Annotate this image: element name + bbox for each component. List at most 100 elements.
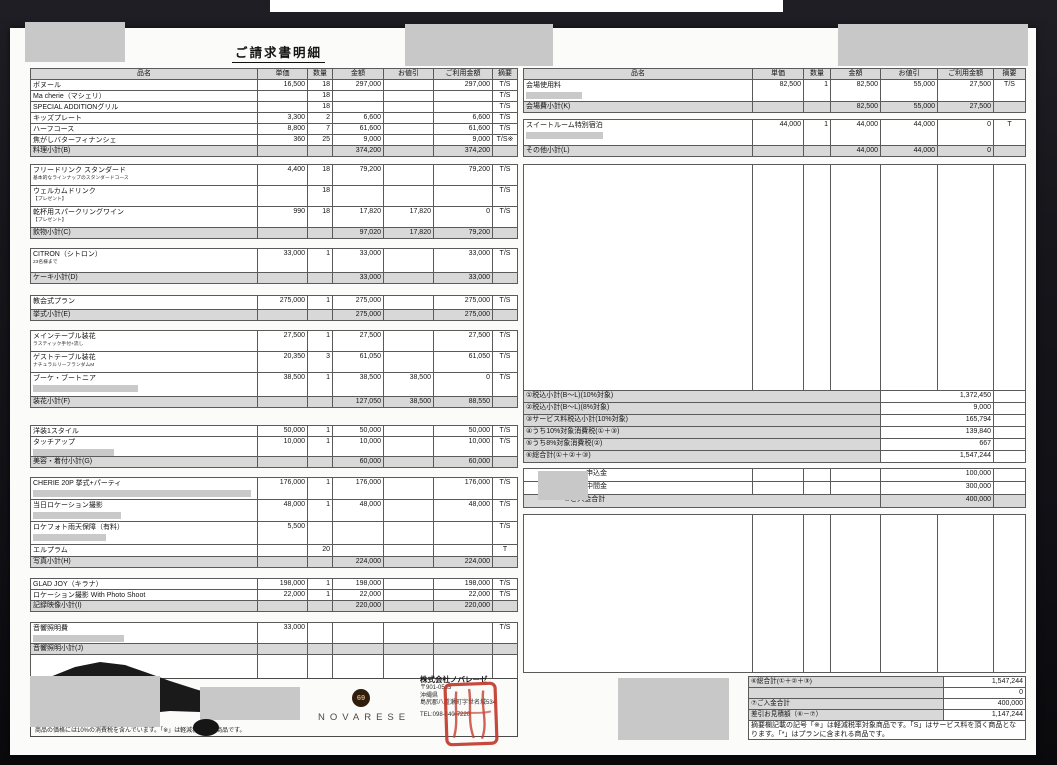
tax-summary-row: ④うち10%対象消費税(①＋③) 139,840 <box>523 426 1026 439</box>
subtotal-row: 写真小計(H) 224,000 224,000 <box>30 556 518 568</box>
redaction-bar <box>33 449 114 456</box>
tax-footnote-left: 商品の価格には10%の消費税を含んでいます。「※」は軽減税率対象商品です。 <box>35 728 246 734</box>
item-name: GLAD JOY（キラナ） <box>33 581 103 588</box>
item-name: Ma cherie（マシェリ） <box>33 93 106 100</box>
item-row: メインテーブル装花 ラスティック手付+流し 27,500 1 27,500 27,500 T… <box>30 330 518 352</box>
item-name: 洋装1スタイル <box>33 428 79 435</box>
right-empty-block-0 <box>523 164 1026 391</box>
item-row: SPECIAL ADDITIONグリル 18 T/S <box>30 101 518 113</box>
item-row: ゲストテーブル装花 ナチュラルリーフランダムM 20,350 3 61,050 61,05… <box>30 351 518 373</box>
item-name: エルプラム <box>33 547 68 554</box>
item-subtext: ナチュラルリーフランダムM <box>33 363 95 368</box>
item-name: ゲストテーブル装花 <box>33 354 96 361</box>
item-row: 教会式プラン 275,000 1 275,000 275,000 T/S <box>30 295 518 310</box>
item-row: ロケーション撮影 With Photo Shoot 22,000 1 22,000 22… <box>30 589 518 601</box>
bottom-summary-row: 0 <box>748 687 1026 699</box>
subtotal-row: 装花小計(F) 127,050 38,500 88,550 <box>30 396 518 408</box>
right-table-block-1: スイートルーム特別宿泊 44,000 1 44,000 44,000 0 T その他小計(L)… <box>523 119 1026 157</box>
item-subtext: 【プレゼント】 <box>33 218 67 223</box>
left-table-block-5: 洋装1スタイル 50,000 1 50,000 50,000 T/S タッチアップ 10,00… <box>30 425 518 468</box>
bottom-note-row: 摘要欄記載の記号「※」は軽減税率対象商品です。「S」はサービス料を頂く商品となり… <box>748 720 1026 740</box>
bottom-summary-row: 差引お見積額（⑥－⑦） 1,147,244 <box>748 709 1026 721</box>
left-table-block-3: 教会式プラン 275,000 1 275,000 275,000 T/S 挙式小計(E) 27… <box>30 295 518 321</box>
item-row: スイートルーム特別宿泊 44,000 1 44,000 44,000 0 T <box>523 119 1026 146</box>
item-name: 焦がしバターフィナンシェ <box>33 137 117 144</box>
tax-summary-row: ⑤うち8%対象消費税(②) 667 <box>523 438 1026 451</box>
company-seal-stamp <box>443 681 499 747</box>
tax-summary-row: ⑥総合計(①＋②＋③) 1,547,244 <box>523 450 1026 463</box>
item-name: タッチアップ <box>33 439 75 446</box>
redaction-bar <box>33 512 121 519</box>
item-name: フリードリンク スタンダード <box>33 167 126 174</box>
left-table-block-1: フリードリンク スタンダード 基本的なラインナップのスタンダードコース 4,400 1… <box>30 164 518 239</box>
tax-summary-table: ①税込小計(B～L)(10%対象) 1,372,450 ②税込小計(B～L)(8%対… <box>523 390 1026 463</box>
subtotal-row: 音響照明小計(J) <box>30 643 518 655</box>
redaction-box <box>405 24 553 66</box>
item-subtext: ラスティック手付+流し <box>33 342 84 347</box>
item-row: 焦がしバターフィナンシェ 360 25 9,000 9,000 T/S※ <box>30 134 518 146</box>
redaction-bar <box>33 635 124 642</box>
tax-summary-row: ①税込小計(B～L)(10%対象) 1,372,450 <box>523 390 1026 403</box>
subtotal-row: 美容・着付小計(G) 60,000 60,000 <box>30 456 518 468</box>
tax-summary-row: ②税込小計(B～L)(8%対象) 9,000 <box>523 402 1026 415</box>
subtotal-row: 飲物小計(C) 97,020 17,820 79,200 <box>30 227 518 239</box>
item-name: 乾杯用スパークリングワイン <box>33 209 124 216</box>
subtotal-row: ケーキ小計(D) 33,000 33,000 <box>30 272 518 284</box>
item-name: 当日ロケーション撮影 <box>33 502 103 509</box>
item-name: ボヌール <box>33 82 61 89</box>
novarese-brand-text: NOVARESE <box>318 712 411 723</box>
item-name: 会場使用料 <box>526 82 561 89</box>
top-white-strip <box>270 0 783 12</box>
company-line: 沖縄県 <box>420 692 439 699</box>
company-line: 株式会社ノバレーゼ <box>420 675 488 684</box>
small-black-redaction <box>193 719 219 736</box>
item-row: ウェルカムドリンク 【プレゼント】 18 T/S <box>30 185 518 207</box>
item-name: スイートルーム特別宿泊 <box>526 122 603 129</box>
item-name: ブーケ・ブートニア <box>33 375 96 382</box>
right-empty-block-1 <box>523 514 1026 673</box>
item-row: ハーフコース 8,800 7 61,600 61,600 T/S <box>30 123 518 135</box>
redaction-box <box>30 676 160 727</box>
item-row: ブーケ・ブートニア 38,500 1 38,500 38,500 0 T/S <box>30 372 518 397</box>
subtotal-row: 料理小計(B) 374,200 374,200 <box>30 145 518 157</box>
item-row: 会場使用料 82,500 1 82,500 55,000 27,500 T/S <box>523 79 1026 102</box>
bottom-summary-row: ⑥総合計(①＋②＋③) 1,547,244 <box>748 676 1026 688</box>
left-table-block-7: GLAD JOY（キラナ） 198,000 1 198,000 198,000 T/S ロケ… <box>30 578 518 612</box>
payment-row: 申込金 100,000 <box>523 468 1026 482</box>
redaction-box <box>200 687 300 720</box>
item-name: CHERIE 20P 挙式+パーティ <box>33 480 122 487</box>
left-table-block-8: 音響照明費 33,000 T/S 音響照明小計(J) <box>30 622 518 679</box>
empty-row <box>30 654 518 679</box>
item-name: 教会式プラン <box>33 298 75 305</box>
item-row: CITRON（シトロン） 23名様まで 33,000 1 33,000 33,000 T/S <box>30 248 518 273</box>
item-row: 当日ロケーション撮影 48,000 1 48,000 48,000 T/S <box>30 499 518 522</box>
empty-row <box>523 164 1026 391</box>
item-name: SPECIAL ADDITIONグリル <box>33 104 119 111</box>
bottom-summary-table: ⑥総合計(①＋②＋③) 1,547,244 0 ⑦ご入金合計 400,000 差引お見積額… <box>748 676 1026 740</box>
left-table-block-6: CHERIE 20P 挙式+パーティ 176,000 1 176,000 176,000… <box>30 477 518 568</box>
subtotal-row: 会場費小計(K) 82,500 55,000 27,500 <box>523 101 1026 113</box>
tax-summary-row: ③サービス料税込小計(10%対象) 165,794 <box>523 414 1026 427</box>
redaction-bar <box>526 92 582 99</box>
item-row: ロケフォト雨天保障（有料） 5,500 T/S <box>30 521 518 545</box>
item-name: ハーフコース <box>33 126 75 133</box>
company-line: 島尻郡八重瀬町字世名城534 <box>420 700 497 706</box>
subtotal-row: 挙式小計(E) 275,000 275,000 <box>30 309 518 321</box>
item-name: ウェルカムドリンク <box>33 188 96 195</box>
item-row: 洋装1スタイル 50,000 1 50,000 50,000 T/S <box>30 425 518 437</box>
left-table-block-0: 品名 単価 数量 金額 お値引 ご利用金額 摘要 ボヌール 16,500 18 297,000 297… <box>30 68 518 157</box>
table-header-row: 品名 単価 数量 金額 お値引 ご利用金額 摘要 <box>30 68 518 80</box>
redaction-box <box>618 678 729 740</box>
item-row: GLAD JOY（キラナ） 198,000 1 198,000 198,000 T/S <box>30 578 518 590</box>
redaction-bar <box>526 132 603 139</box>
item-subtext: 【プレゼント】 <box>33 197 67 202</box>
table-header-row: 品名 単価 数量 金額 お値引 ご利用金額 摘要 <box>523 68 1026 80</box>
left-table-block-2: CITRON（シトロン） 23名様まで 33,000 1 33,000 33,000 T/S… <box>30 248 518 284</box>
item-row: フリードリンク スタンダード 基本的なラインナップのスタンダードコース 4,400 1… <box>30 164 518 186</box>
item-row: キッズプレート 3,300 2 6,600 6,600 T/S <box>30 112 518 124</box>
subtotal-row: その他小計(L) 44,000 44,000 0 <box>523 145 1026 157</box>
item-name: 音響照明費 <box>33 625 68 632</box>
redaction-box <box>538 471 588 500</box>
